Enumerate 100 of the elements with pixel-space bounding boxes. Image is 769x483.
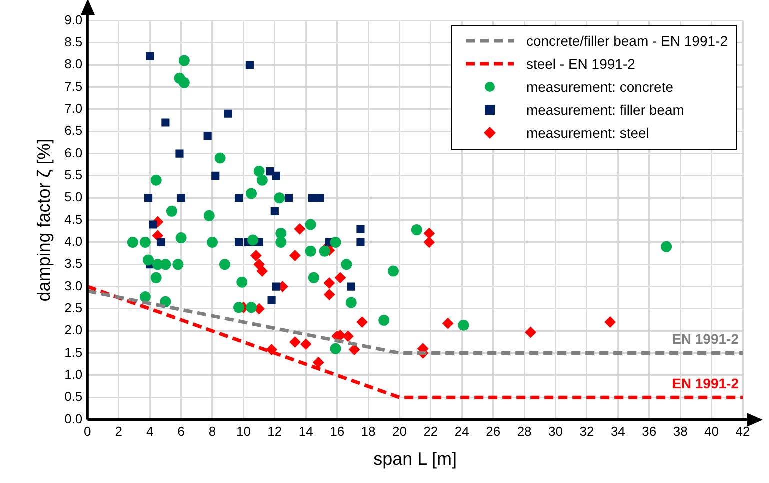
point bbox=[308, 194, 316, 202]
y-tick-label: 2.0 bbox=[64, 322, 83, 338]
point bbox=[330, 236, 342, 248]
point bbox=[347, 282, 356, 291]
point bbox=[276, 236, 287, 248]
point bbox=[458, 320, 470, 331]
point bbox=[150, 272, 162, 284]
point bbox=[661, 241, 672, 252]
point bbox=[356, 238, 365, 246]
y-axis-title: damping factor ζ [%] bbox=[34, 138, 54, 302]
point bbox=[424, 228, 435, 240]
point bbox=[411, 224, 422, 236]
legend-label: measurement: concrete bbox=[526, 79, 674, 96]
point bbox=[176, 232, 187, 244]
legend-label: measurement: filler beam bbox=[526, 102, 684, 118]
point bbox=[254, 259, 265, 270]
y-tick-label: 3.5 bbox=[64, 256, 83, 272]
y-tick-label: 2.5 bbox=[64, 300, 83, 316]
x-tick-label: 8 bbox=[208, 424, 216, 440]
point bbox=[178, 77, 190, 88]
x-tick-label: 28 bbox=[517, 424, 532, 440]
point bbox=[330, 343, 342, 354]
point bbox=[150, 174, 162, 186]
point bbox=[270, 207, 279, 216]
y-tick-label: 4.0 bbox=[64, 234, 83, 250]
point bbox=[356, 225, 365, 234]
y-tick-label: 0.0 bbox=[64, 411, 83, 426]
point bbox=[274, 192, 286, 204]
x-tick-label: 42 bbox=[736, 424, 750, 440]
point bbox=[284, 194, 293, 202]
x-tick-label: 4 bbox=[146, 424, 154, 440]
y-tick-label: 6.5 bbox=[64, 123, 83, 138]
point bbox=[272, 282, 281, 291]
point bbox=[206, 236, 218, 248]
point bbox=[219, 259, 230, 270]
point bbox=[604, 316, 616, 328]
point bbox=[176, 150, 184, 158]
point bbox=[178, 55, 190, 66]
point bbox=[177, 194, 186, 202]
x-tick-label: 22 bbox=[424, 424, 438, 440]
point bbox=[272, 172, 281, 180]
point bbox=[356, 316, 368, 328]
y-tick-label: 1.5 bbox=[64, 344, 83, 360]
x-tick-label: 0 bbox=[84, 424, 92, 440]
x-tick-label: 18 bbox=[361, 424, 376, 440]
point bbox=[525, 326, 536, 338]
point bbox=[162, 118, 170, 127]
x-tick-label: 20 bbox=[392, 424, 407, 440]
point bbox=[346, 297, 357, 308]
point bbox=[149, 220, 158, 229]
point bbox=[250, 250, 262, 262]
y-tick-label: 7.5 bbox=[64, 78, 83, 94]
y-tick-label: 9.0 bbox=[64, 12, 83, 28]
point bbox=[152, 230, 164, 242]
x-tick-label: 14 bbox=[298, 424, 314, 440]
y-tick-label: 3.0 bbox=[64, 278, 83, 294]
point bbox=[341, 259, 352, 270]
legend-label: measurement: steel bbox=[526, 125, 650, 142]
y-tick-label: 7.0 bbox=[64, 101, 83, 116]
point bbox=[342, 330, 354, 342]
x-tick-label: 30 bbox=[548, 424, 563, 440]
point bbox=[276, 228, 287, 240]
point bbox=[246, 61, 254, 70]
x-tick-label: 16 bbox=[330, 424, 345, 440]
point bbox=[127, 236, 138, 248]
point bbox=[246, 188, 258, 200]
x-tick-label: 36 bbox=[642, 424, 657, 440]
point bbox=[290, 336, 301, 348]
point bbox=[140, 236, 151, 248]
x-tick-label: 6 bbox=[178, 424, 185, 440]
point bbox=[266, 168, 274, 176]
point bbox=[246, 302, 258, 314]
annotation: EN 1991-2 bbox=[672, 331, 740, 348]
point bbox=[160, 296, 172, 308]
x-tick-label: 32 bbox=[580, 424, 594, 440]
point bbox=[334, 272, 346, 284]
point bbox=[388, 266, 399, 277]
y-tick-label: 4.5 bbox=[64, 212, 83, 227]
point bbox=[144, 194, 153, 202]
point bbox=[156, 238, 166, 246]
point bbox=[305, 246, 316, 257]
point bbox=[290, 250, 301, 262]
x-tick-label: 10 bbox=[236, 424, 251, 440]
y-tick-label: 8.5 bbox=[64, 34, 83, 50]
point bbox=[140, 291, 151, 302]
point bbox=[143, 254, 154, 266]
point bbox=[224, 110, 232, 118]
x-axis-title: span L [m] bbox=[374, 449, 458, 470]
point bbox=[172, 259, 184, 270]
point bbox=[146, 52, 154, 60]
point bbox=[313, 357, 324, 368]
x-tick-label: 12 bbox=[268, 424, 282, 440]
point bbox=[204, 210, 215, 222]
point bbox=[248, 234, 259, 246]
point bbox=[300, 338, 312, 350]
point bbox=[294, 224, 306, 235]
x-tick-label: 2 bbox=[115, 424, 122, 440]
x-tick-label: 34 bbox=[610, 424, 626, 440]
point bbox=[234, 302, 245, 314]
y-tick-label: 5.0 bbox=[64, 190, 83, 205]
